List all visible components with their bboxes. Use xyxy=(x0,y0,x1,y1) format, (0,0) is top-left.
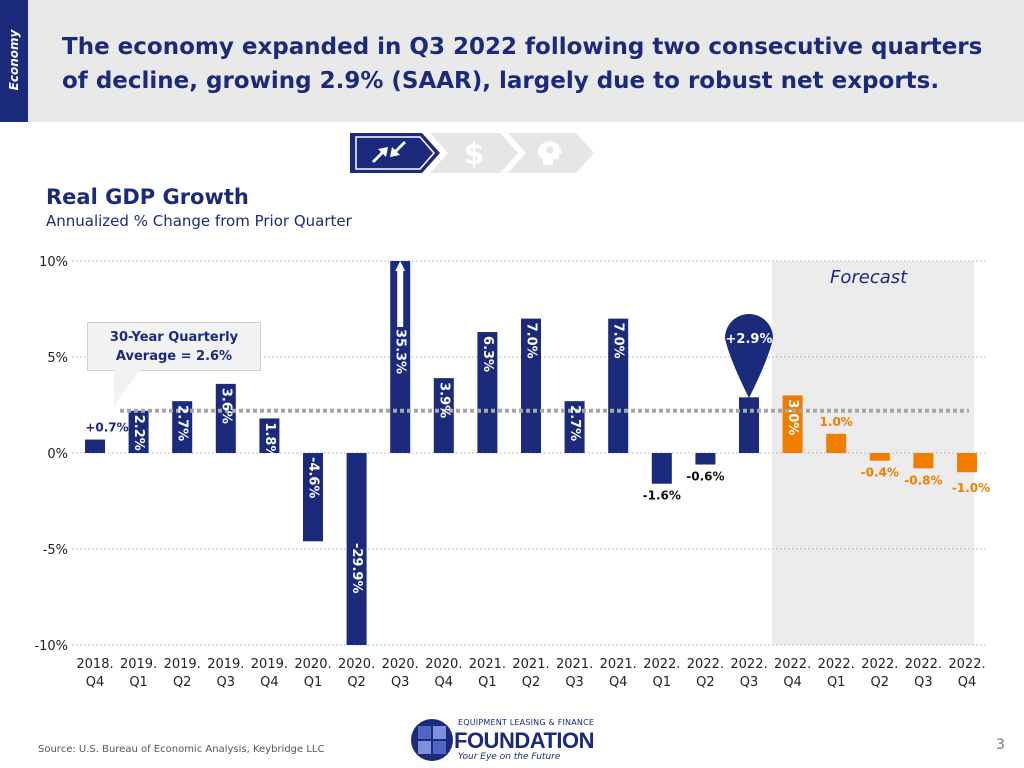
bar-value-label: 2.7% xyxy=(567,405,582,441)
bar-value-label: +2.9% xyxy=(726,332,773,347)
y-tick-label: 5% xyxy=(47,351,68,366)
x-tick-label: 2021. Q3 xyxy=(556,657,593,690)
chart-title: Real GDP Growth xyxy=(46,185,249,209)
bar xyxy=(433,378,454,453)
bar xyxy=(739,397,759,453)
x-tick-label: 2021. Q2 xyxy=(512,657,549,690)
x-tick-label: 2022. Q3 xyxy=(905,657,942,690)
bar-value-label: -0.4% xyxy=(861,466,899,480)
overflow-arrow-icon xyxy=(395,261,406,327)
slide-headline: The economy expanded in Q3 2022 followin… xyxy=(62,34,983,94)
head-gear-icon xyxy=(537,141,562,165)
y-tick-label: 10% xyxy=(39,255,68,270)
bar-value-label: -29.9% xyxy=(349,543,364,594)
bar-value-label: 3.9% xyxy=(436,382,451,418)
x-tick-label: 2019. Q4 xyxy=(251,657,288,690)
page-number: 3 xyxy=(996,737,1005,753)
bar-value-label: 7.0% xyxy=(524,323,539,359)
bar-value-label: 2.2% xyxy=(131,415,146,451)
forecast-label: Forecast xyxy=(830,267,908,288)
section-tab[interactable]: Economy xyxy=(0,0,28,122)
bar-value-label: 3.0% xyxy=(785,399,800,435)
y-tick-label: -10% xyxy=(34,639,68,654)
bar-value-label: 1.0% xyxy=(820,415,853,429)
x-tick-label: 2019. Q3 xyxy=(207,657,244,690)
source-note: Source: U.S. Bureau of Economic Analysis… xyxy=(38,744,325,755)
x-tick-label: 2020. Q4 xyxy=(425,657,462,690)
x-tick-label: 2019. Q1 xyxy=(120,657,157,690)
bar xyxy=(608,318,629,453)
bar-value-label: -4.6% xyxy=(306,457,321,498)
bar xyxy=(128,410,149,453)
bar xyxy=(85,439,105,453)
x-tick-label: 2022. Q1 xyxy=(818,657,855,690)
bar-value-label: 3.6% xyxy=(218,388,233,424)
foundation-logo: EQUIPMENT LEASING & FINANCE FOUNDATION Y… xyxy=(410,716,610,766)
logo-line1: EQUIPMENT LEASING & FINANCE xyxy=(458,718,595,727)
bar xyxy=(477,332,498,453)
bar xyxy=(651,453,672,484)
average-callout: 30-Year Quarterly Average = 2.6% xyxy=(87,322,261,371)
y-tick-label: 0% xyxy=(47,447,68,462)
bar-value-label: +0.7% xyxy=(85,421,128,435)
x-tick-label: 2018. Q4 xyxy=(76,657,113,690)
bar-value-label: -1.0% xyxy=(952,481,990,495)
bar-value-label: -1.6% xyxy=(643,489,681,503)
x-tick-label: 2022. Q2 xyxy=(687,657,724,690)
x-tick-label: 2020. Q2 xyxy=(338,657,375,690)
bar-value-label: 6.3% xyxy=(480,336,495,372)
highlight-pin xyxy=(725,314,773,398)
bar-value-label: 1.8% xyxy=(262,422,277,458)
bar xyxy=(259,418,280,453)
bar xyxy=(869,453,890,461)
section-tab-label: Economy xyxy=(7,29,21,91)
bar xyxy=(521,318,541,453)
logo-line2: FOUNDATION xyxy=(454,728,595,753)
x-tick-label: 2022. Q4 xyxy=(774,657,811,690)
bar xyxy=(172,401,193,453)
bar xyxy=(390,261,411,453)
bar-value-label: 35.3% xyxy=(393,329,408,374)
bar xyxy=(695,453,716,465)
bar xyxy=(564,401,585,453)
bar-value-label: -0.8% xyxy=(904,473,942,487)
bar xyxy=(957,453,977,473)
chart-subtitle: Annualized % Change from Prior Quarter xyxy=(46,212,352,230)
gdp-bar-chart: 10% 5% 0% -5% -10% +0.7% 2.2% 2.7% 3.6% 1.8% -4.6%… xyxy=(34,255,990,690)
x-tick-label: 2021. Q1 xyxy=(469,657,506,690)
x-tick-label: 2022. Q2 xyxy=(861,657,898,690)
logo-line3: Your Eye on the Future xyxy=(458,752,561,762)
bar xyxy=(826,433,847,453)
average-callout-pointer xyxy=(114,370,140,406)
x-tick-label: 2020. Q1 xyxy=(294,657,331,690)
x-tick-label: 2022. Q4 xyxy=(948,657,985,690)
x-tick-label: 2022. Q1 xyxy=(643,657,680,690)
growth-arrows-icon xyxy=(372,141,406,163)
x-tick-label: 2019. Q2 xyxy=(164,657,201,690)
bar-value-label: 7.0% xyxy=(611,323,626,359)
nav-step-finance[interactable]: $ xyxy=(430,133,518,173)
globe-logo-icon xyxy=(411,719,453,761)
y-tick-label: -5% xyxy=(43,543,68,558)
bar xyxy=(215,383,236,453)
x-tick-label: 2022. Q3 xyxy=(730,657,767,690)
bar xyxy=(303,453,323,542)
nav-step-outlook[interactable] xyxy=(508,133,594,173)
bar xyxy=(346,453,367,645)
x-tick-label: 2021. Q4 xyxy=(600,657,637,690)
bar-value-label: 2.7% xyxy=(175,405,190,441)
x-tick-label: 2020. Q3 xyxy=(382,657,419,690)
bar-value-label: -0.6% xyxy=(686,470,724,484)
nav-step-economy[interactable] xyxy=(350,133,440,173)
section-nav[interactable]: $ xyxy=(350,133,600,173)
bar xyxy=(913,453,934,469)
header-band: Economy The economy expanded in Q3 2022 … xyxy=(0,0,1024,122)
dollar-icon: $ xyxy=(464,137,485,172)
